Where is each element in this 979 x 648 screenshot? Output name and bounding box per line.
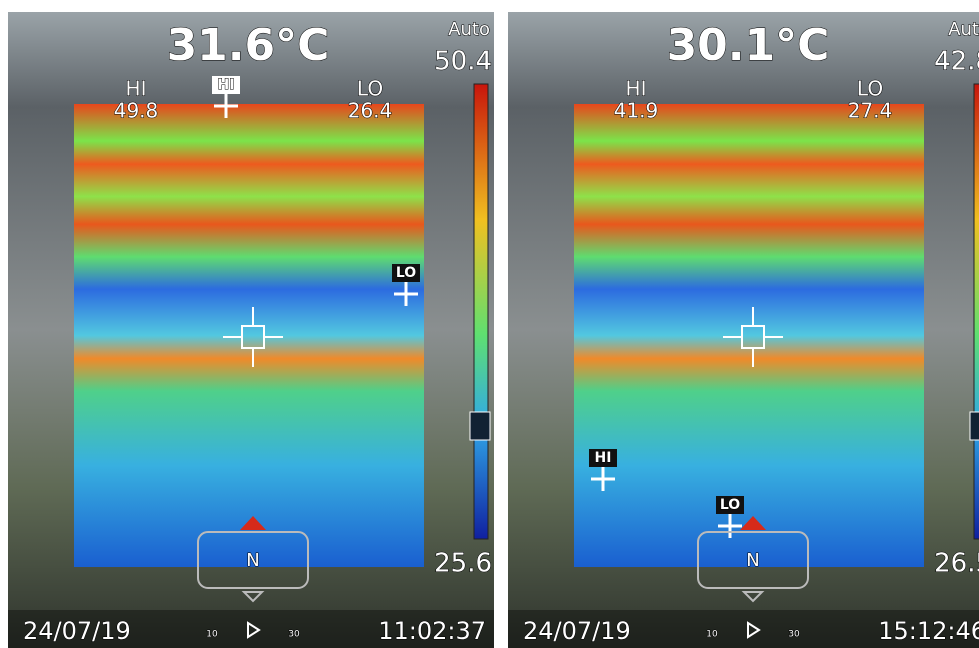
- camera-panel: 30.1°CAuto42.826.5HI41.9LO27.4HILON24/07…: [508, 12, 979, 648]
- compass-heading: N: [246, 550, 259, 571]
- crosshair: [723, 307, 783, 367]
- marker-tag: [212, 76, 240, 94]
- forward-icon: 30: [288, 630, 300, 640]
- range-mode: Auto: [948, 19, 979, 40]
- forward-icon: 30: [788, 630, 800, 640]
- scale-max: 42.8: [934, 47, 979, 77]
- date: 24/07/19: [23, 617, 131, 645]
- status-bar: [508, 610, 979, 648]
- scale-pointer: [469, 411, 491, 441]
- marker-tag: [716, 496, 744, 514]
- time: 11:02:37: [378, 617, 486, 645]
- rewind-icon: 10: [206, 630, 218, 640]
- lo-label: LO: [857, 77, 883, 101]
- marker-label: LO: [720, 497, 740, 513]
- marker-label: HI: [218, 77, 235, 93]
- scale-min: 25.6: [434, 549, 492, 579]
- marker-cross: [214, 94, 238, 118]
- compass-down: [741, 591, 765, 603]
- range-mode: Auto: [448, 19, 490, 40]
- lo-label: LO: [357, 77, 383, 101]
- marker-label: LO: [396, 265, 416, 281]
- marker-cross: [718, 514, 742, 538]
- marker-tag: [392, 264, 420, 282]
- marker-tag: [589, 449, 617, 467]
- center-temperature: 30.1°C: [667, 20, 830, 71]
- compass-box: [697, 531, 809, 589]
- thermal-image: [74, 104, 424, 567]
- compass-up: [740, 516, 766, 530]
- compass-down: [241, 591, 265, 603]
- rewind-icon: 10: [706, 630, 718, 640]
- date: 24/07/19: [523, 617, 631, 645]
- hi-value: 41.9: [614, 99, 659, 123]
- hi-value: 49.8: [114, 99, 159, 123]
- thermal-image: [574, 104, 924, 567]
- time: 15:12:46: [878, 617, 979, 645]
- scale-bar: [973, 83, 979, 540]
- camera-panel: 31.6°C Auto50.425.6HI49.8LO26.4HILON24/07…: [8, 12, 494, 648]
- compass-heading: N: [746, 550, 759, 571]
- crosshair: [223, 307, 283, 367]
- scale-pointer: [969, 411, 979, 441]
- play-icon: [747, 621, 761, 639]
- scale-max: 50.4: [434, 47, 492, 77]
- compass-up: [240, 516, 266, 530]
- scale-bar: [473, 83, 489, 540]
- marker-cross: [591, 467, 615, 491]
- lo-value: 26.4: [348, 99, 393, 123]
- play-icon: [247, 621, 261, 639]
- hi-label: HI: [626, 77, 647, 101]
- scale-min: 26.5: [934, 549, 979, 579]
- center-temperature: 31.6°C: [167, 20, 330, 71]
- marker-cross: [394, 282, 418, 306]
- lo-value: 27.4: [848, 99, 893, 123]
- status-bar: [8, 610, 494, 648]
- compass-box: [197, 531, 309, 589]
- marker-label: HI: [595, 450, 612, 466]
- hi-label: HI: [126, 77, 147, 101]
